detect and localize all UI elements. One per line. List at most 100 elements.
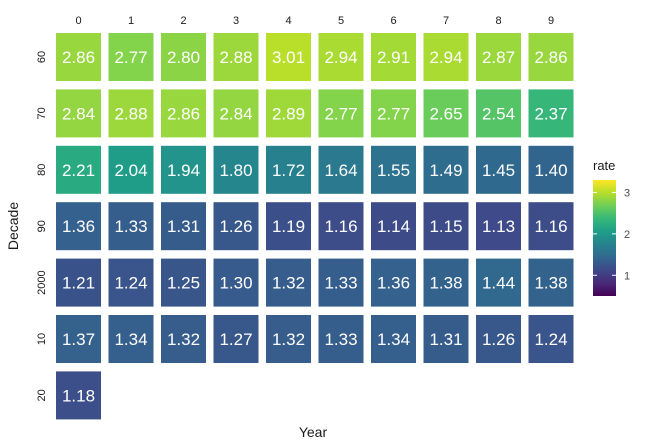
heatmap-cell — [266, 89, 311, 138]
heatmap-cell — [56, 202, 101, 251]
heatmap-cell — [213, 145, 259, 194]
heatmap-cell — [318, 202, 364, 251]
x-tick-label: 3 — [233, 15, 239, 27]
heatmap-cell — [318, 315, 364, 363]
heatmap-cell — [371, 202, 416, 251]
y-tick-label: 80 — [36, 164, 48, 176]
cell-value-label: 1.13 — [482, 217, 515, 236]
cell-value-label: 2.94 — [429, 48, 462, 67]
heatmap-cell — [56, 145, 101, 194]
cell-value-label: 1.27 — [219, 330, 252, 349]
heatmap-cell — [56, 315, 101, 363]
x-tick-label: 8 — [495, 15, 501, 27]
cell-value-label: 1.37 — [62, 330, 95, 349]
cell-value-label: 1.49 — [429, 161, 462, 180]
y-tick-labels: 60 70 80 90 2000 10 20 — [36, 51, 48, 402]
cell-value-label: 2.04 — [114, 161, 147, 180]
heatmap-cell — [371, 145, 416, 194]
heatmap-cell — [108, 145, 154, 194]
colorbar-legend: rate 1 2 3 — [593, 158, 630, 296]
cell-value-label: 1.18 — [62, 386, 95, 405]
y-tick-label: 2000 — [36, 270, 48, 294]
cell-value-label: 1.26 — [482, 330, 515, 349]
x-tick-labels: 0 1 2 3 4 5 6 7 8 9 — [75, 15, 554, 27]
heatmap-cell — [318, 145, 364, 194]
cell-value-label: 1.33 — [114, 217, 147, 236]
y-tick-label: 60 — [36, 51, 48, 63]
cell-value-label: 1.80 — [219, 161, 252, 180]
cell-value-label: 2.77 — [114, 48, 147, 67]
cell-value-label: 1.30 — [219, 274, 252, 293]
cell-value-label: 2.86 — [534, 48, 567, 67]
cell-value-label: 1.45 — [482, 161, 515, 180]
cell-value-label: 2.87 — [482, 48, 515, 67]
heatmap-cell — [371, 33, 416, 81]
cell-value-label: 1.24 — [534, 330, 567, 349]
x-tick-label: 7 — [443, 15, 449, 27]
cell-value-label: 1.55 — [377, 161, 410, 180]
heatmap-cell — [213, 202, 259, 251]
cell-value-label: 1.36 — [377, 274, 410, 293]
heatmap-cell — [266, 145, 311, 194]
heatmap-cell — [266, 33, 311, 81]
cell-value-label: 1.31 — [429, 330, 462, 349]
heatmap-cell — [528, 258, 574, 307]
heatmap-cell — [213, 33, 259, 81]
heatmap-cell — [476, 258, 521, 307]
cell-value-label: 2.88 — [219, 48, 252, 67]
cell-value-label: 1.38 — [534, 274, 567, 293]
cell-value-label: 2.37 — [534, 104, 567, 123]
x-tick-label: 0 — [75, 15, 81, 27]
heatmap-cell — [266, 202, 311, 251]
heatmap-cell — [56, 89, 101, 138]
heatmap-cell — [423, 89, 469, 138]
heatmap-cell — [56, 371, 101, 420]
x-tick-label: 1 — [128, 15, 134, 27]
y-tick-label: 90 — [36, 220, 48, 232]
heatmap-cell — [423, 315, 469, 363]
cell-value-label: 2.94 — [324, 48, 357, 67]
heatmap-cell — [108, 315, 154, 363]
heatmap-cell — [371, 89, 416, 138]
heatmap-cell — [423, 202, 469, 251]
heatmap-cell — [56, 258, 101, 307]
heatmap-cell — [108, 33, 154, 81]
cell-value-label: 2.91 — [377, 48, 410, 67]
x-tick-label: 2 — [180, 15, 186, 27]
x-tick-label: 5 — [338, 15, 344, 27]
cell-value-label: 1.36 — [62, 217, 95, 236]
heatmap-cell — [213, 315, 259, 363]
heatmap-cell — [108, 202, 154, 251]
cell-value-label: 1.21 — [62, 274, 95, 293]
cell-value-label: 1.16 — [324, 217, 357, 236]
heatmap-cells: 2.86 2.77 2.80 2.88 3.01 2.94 2.91 2.94 2.87 2.86… — [56, 33, 574, 420]
cell-value-label: 2.84 — [219, 104, 252, 123]
cell-value-label: 1.26 — [219, 217, 252, 236]
heatmap-cell — [161, 315, 206, 363]
heatmap-cell — [161, 89, 206, 138]
cell-value-label: 1.64 — [324, 161, 357, 180]
heatmap-cell — [161, 202, 206, 251]
heatmap-cell — [476, 89, 521, 138]
cell-value-label: 1.31 — [167, 217, 200, 236]
heatmap-cell — [423, 258, 469, 307]
heatmap-cell — [266, 315, 311, 363]
x-tick-label: 9 — [548, 15, 554, 27]
heatmap-cell — [318, 33, 364, 81]
heatmap-cell — [528, 33, 574, 81]
cell-value-label: 1.25 — [167, 274, 200, 293]
heatmap-cell — [528, 89, 574, 138]
cell-value-label: 2.21 — [62, 161, 95, 180]
y-tick-label: 70 — [36, 107, 48, 119]
colorbar — [593, 180, 616, 296]
cell-value-label: 1.44 — [482, 274, 515, 293]
heatmap-cell — [423, 33, 469, 81]
heatmap-cell — [423, 145, 469, 194]
cell-value-label: 1.94 — [167, 161, 200, 180]
cell-value-label: 1.32 — [272, 330, 305, 349]
legend-tick-label: 1 — [624, 270, 630, 282]
heatmap-cell — [108, 89, 154, 138]
y-tick-label: 10 — [36, 333, 48, 345]
cell-value-label: 2.84 — [62, 104, 95, 123]
